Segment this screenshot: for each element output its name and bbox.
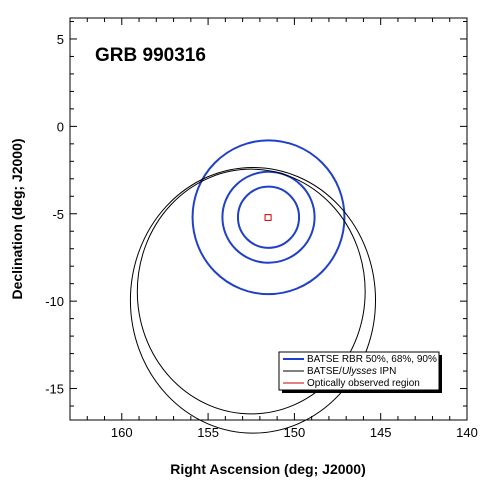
batse-rbr-contour-2: [221, 170, 316, 264]
y-tick-label: 5: [57, 32, 64, 47]
legend-label-ipn-part-1: BATSE/: [307, 366, 342, 377]
ipn-annulus-edge-2: [136, 168, 366, 415]
x-tick-label: 140: [456, 425, 478, 440]
series-layer: [129, 139, 377, 434]
x-axis-title: Right Ascension (deg; J2000): [170, 461, 366, 477]
y-tick-label: -15: [45, 382, 64, 397]
legend-box: [278, 351, 440, 391]
y-tick-label: 0: [57, 119, 64, 134]
x-tick-label: 150: [284, 425, 306, 440]
legend-label-ipn-part-3: IPN: [377, 366, 396, 377]
legend-label-optical: Optically observed region: [307, 378, 420, 389]
axis-ticks: [69, 18, 468, 420]
legend-label-batse-rbr: BATSE RBR 50%, 68%, 90%: [307, 354, 437, 365]
chart-title: GRB 990316: [95, 45, 206, 66]
y-tick-label: -10: [45, 294, 64, 309]
batse-rbr-contour-1: [236, 185, 301, 249]
y-axis-title: Declination (deg; J2000): [9, 138, 25, 299]
axis-tick-labels: 160 155 150 145 140 5 0 -5 -10 -15: [45, 32, 478, 440]
x-tick-label: 160: [111, 425, 133, 440]
ipn-annulus-edge-1: [129, 166, 377, 434]
legend-label-ipn: BATSE/Ulysses IPN: [307, 366, 396, 377]
batse-rbr-contour-3: [191, 139, 346, 296]
legend: BATSE RBR 50%, 68%, 90% BATSE/Ulysses IP…: [278, 351, 442, 393]
legend-label-ipn-part-2: Ulysses: [342, 366, 377, 377]
x-tick-label: 155: [197, 425, 219, 440]
x-tick-label: 145: [370, 425, 392, 440]
optical-region-box: [264, 214, 272, 221]
y-tick-label: -5: [52, 207, 64, 222]
